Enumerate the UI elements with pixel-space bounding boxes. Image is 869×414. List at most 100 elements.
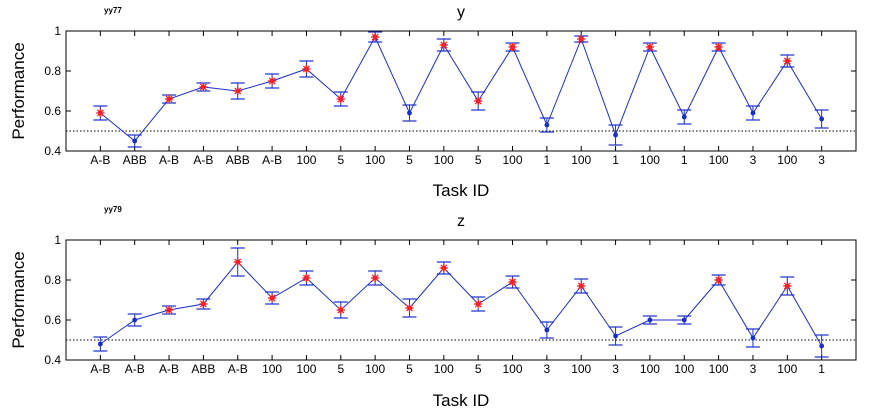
x-tick-label: 100	[434, 362, 454, 376]
significance-star	[199, 299, 208, 309]
y-axis-label: Performance	[9, 42, 28, 139]
x-tick-label: A-B	[159, 362, 179, 376]
x-tick-label: 3	[544, 362, 551, 376]
x-tick-label: ABB	[123, 153, 147, 167]
x-tick-label: 100	[777, 362, 797, 376]
x-tick-label: 100	[640, 153, 660, 167]
x-tick-label: A-B	[90, 153, 110, 167]
x-tick-label: 5	[406, 153, 413, 167]
significance-star	[714, 275, 723, 285]
plot-frame	[65, 239, 857, 361]
x-tick-label: 100	[503, 153, 523, 167]
chart-title: z	[457, 213, 465, 230]
x-tick-label: 3	[750, 153, 757, 167]
data-point	[97, 341, 103, 347]
y-tick-label: 0.8	[44, 64, 61, 78]
y-tick-label: 1	[54, 24, 61, 38]
significance-star	[783, 56, 792, 66]
x-tick-label: 5	[337, 153, 344, 167]
x-tick-label: ABB	[226, 153, 250, 167]
significance-star	[336, 305, 345, 315]
data-point	[544, 327, 550, 333]
x-tick-label: A-B	[90, 362, 110, 376]
x-tick-label: 5	[406, 362, 413, 376]
x-tick-label: 100	[674, 362, 694, 376]
x-tick-label: 1	[818, 362, 825, 376]
significance-star	[164, 305, 174, 315]
significance-star	[302, 64, 311, 74]
significance-star	[473, 96, 483, 106]
significance-star	[508, 42, 517, 52]
x-tick-label: A-B	[262, 153, 282, 167]
data-point	[613, 333, 618, 339]
data-point	[819, 116, 825, 122]
y-tick-label: 0.6	[44, 104, 61, 118]
data-point	[132, 317, 138, 323]
x-tick-label: 100	[296, 153, 316, 167]
significance-star	[336, 94, 345, 104]
significance-star	[370, 32, 380, 42]
significance-star	[473, 299, 483, 309]
data-point	[750, 110, 756, 116]
significance-star	[233, 257, 242, 267]
x-tick-label: 100	[365, 362, 385, 376]
x-tick-label: 1	[612, 153, 619, 167]
significance-star	[267, 293, 277, 303]
significance-star	[370, 273, 380, 283]
y-tick-label: 0.4	[44, 353, 61, 367]
x-tick-label: ABB	[191, 362, 215, 376]
y-tick-label: 1	[54, 233, 61, 247]
significance-star	[96, 108, 105, 118]
x-tick-label: 5	[475, 153, 482, 167]
series-line	[99, 35, 823, 142]
data-point	[132, 138, 138, 144]
significance-star	[439, 263, 449, 273]
significance-star	[302, 273, 311, 283]
y-tick-label: 0.6	[44, 313, 61, 327]
significance-star	[164, 94, 174, 104]
chart-title: y	[457, 4, 465, 21]
data-point	[544, 122, 550, 128]
x-tick-label: A-B	[159, 153, 179, 167]
x-tick-label: 100	[571, 153, 591, 167]
x-axis-label: Task ID	[433, 391, 490, 410]
significance-star	[577, 281, 586, 291]
x-tick-label: A-B	[193, 153, 213, 167]
panel-tag: yy77	[104, 6, 122, 15]
y-tick-label: 0.8	[44, 273, 61, 287]
significance-star	[267, 76, 277, 86]
x-tick-label: 100	[365, 153, 385, 167]
data-point	[750, 335, 756, 341]
x-tick-label: A-B	[228, 362, 248, 376]
data-point	[407, 110, 412, 116]
significance-star	[645, 42, 655, 52]
significance-star	[233, 86, 242, 96]
x-tick-label: 100	[571, 362, 591, 376]
data-point	[681, 317, 687, 323]
significance-star	[405, 303, 414, 313]
data-point	[647, 317, 653, 323]
series-line	[100, 261, 823, 347]
y-axis-label: Performance	[9, 251, 28, 348]
x-tick-label: 100	[640, 362, 660, 376]
data-point	[681, 114, 687, 120]
x-tick-label: 5	[337, 362, 344, 376]
x-axis-label: Task ID	[433, 181, 490, 200]
data-point	[819, 343, 825, 349]
x-tick-label: 100	[777, 153, 797, 167]
y-tick-label: 0.4	[44, 144, 61, 158]
x-tick-label: 100	[709, 362, 729, 376]
x-tick-label: 100	[709, 153, 729, 167]
significance-star	[199, 82, 208, 92]
x-tick-label: A-B	[125, 362, 145, 376]
significance-star	[714, 42, 723, 52]
significance-star	[577, 34, 586, 44]
x-tick-label: 1	[681, 153, 688, 167]
x-tick-label: 1	[544, 153, 551, 167]
x-tick-label: 5	[475, 362, 482, 376]
panel-tag: yy79	[104, 205, 122, 214]
significance-star	[439, 40, 449, 50]
x-tick-label: 100	[434, 153, 454, 167]
significance-star	[508, 277, 517, 287]
